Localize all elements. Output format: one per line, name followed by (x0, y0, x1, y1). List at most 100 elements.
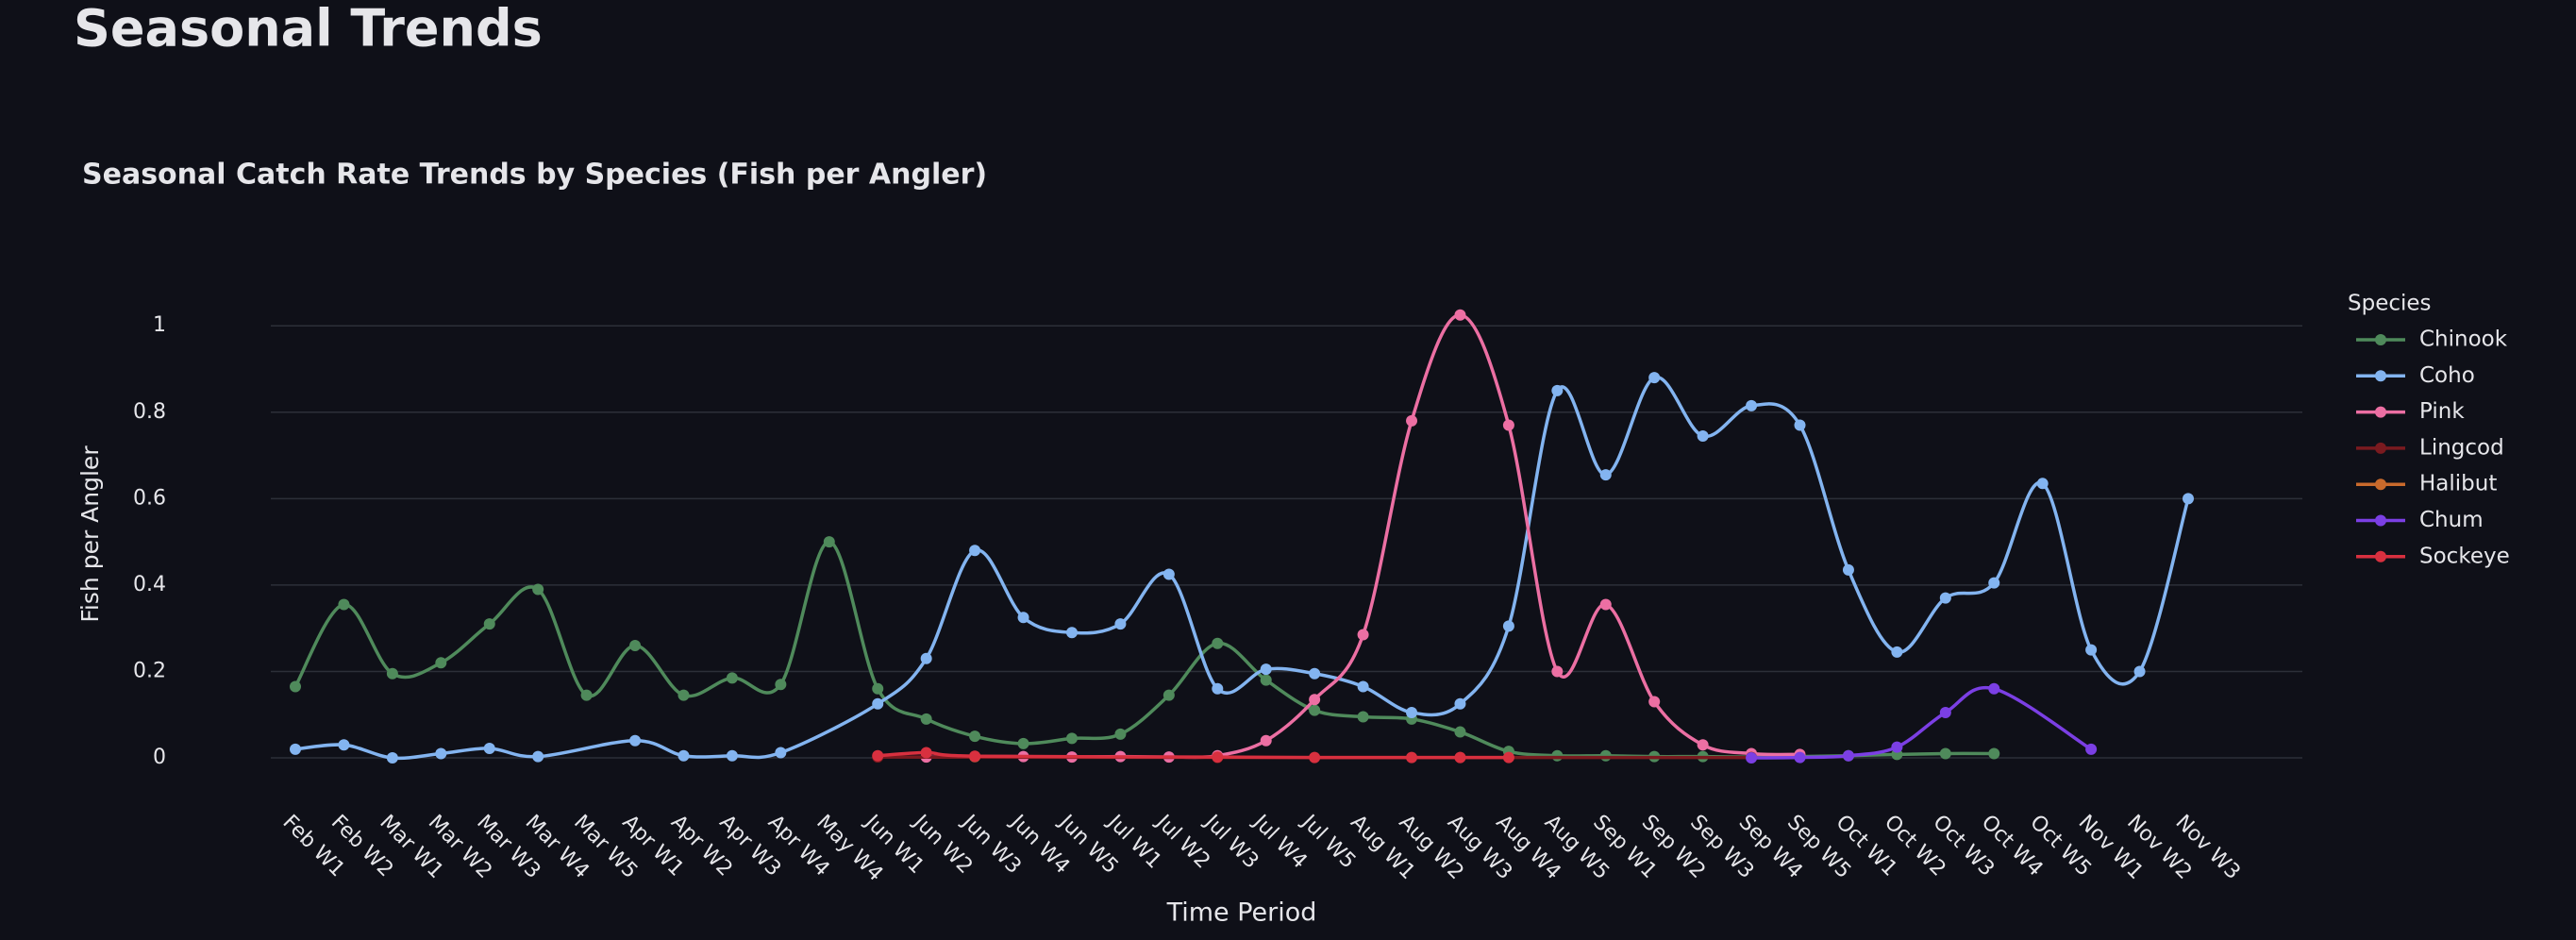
data-point (483, 618, 495, 630)
data-point (726, 672, 738, 684)
data-point (483, 742, 495, 754)
data-point (290, 743, 301, 755)
data-point (1309, 704, 1321, 716)
series-line (293, 540, 1995, 759)
data-point (2085, 743, 2098, 755)
data-point (1309, 694, 1321, 706)
data-point (1357, 680, 1369, 693)
data-point (872, 682, 884, 695)
data-point (2036, 478, 2049, 490)
data-point (1939, 706, 1951, 718)
data-point (338, 598, 350, 611)
legend-marker (2375, 442, 2386, 454)
data-point (1406, 751, 1418, 764)
data-point (1502, 751, 1514, 764)
x-tick-label: Jul W2 (1150, 809, 1214, 873)
data-point (435, 657, 447, 669)
data-point (969, 750, 981, 763)
data-point (1017, 612, 1029, 624)
data-point (1017, 737, 1029, 749)
data-point (1697, 739, 1709, 751)
data-point (1599, 749, 1612, 762)
data-point (1599, 469, 1612, 481)
data-point (1309, 667, 1321, 680)
legend-marker (2375, 550, 2386, 562)
data-point (1599, 598, 1612, 611)
data-point (1454, 751, 1466, 764)
legend-marker (2375, 334, 2386, 345)
x-tick-label: Jul W4 (1247, 809, 1312, 873)
data-point (872, 749, 884, 762)
legend-marker (2375, 406, 2386, 418)
data-point (1551, 749, 1564, 762)
data-point (872, 697, 884, 710)
data-point (532, 583, 544, 596)
data-point (1357, 711, 1369, 723)
data-point (1502, 620, 1514, 632)
data-point (1794, 419, 1806, 431)
data-point (435, 747, 447, 760)
data-point (2183, 493, 2194, 505)
legend-label: Halibut (2419, 472, 2497, 496)
legend-label: Sockeye (2419, 544, 2510, 568)
data-point (920, 713, 932, 725)
data-point (629, 639, 642, 651)
data-point (386, 667, 398, 680)
legend-label: Coho (2419, 363, 2475, 388)
legend-marker (2375, 370, 2386, 382)
legend-label: Chum (2419, 508, 2484, 532)
y-tick-label: 0.8 (133, 400, 166, 424)
legend-marker (2375, 478, 2386, 491)
data-point (1746, 752, 1758, 764)
data-point (1309, 751, 1321, 764)
data-point (1212, 682, 1224, 695)
data-point (629, 734, 642, 747)
legend-marker (2375, 514, 2386, 527)
data-point (2133, 665, 2146, 678)
y-axis-title: Fish per Angler (76, 445, 104, 623)
data-point (1842, 563, 1854, 576)
series-line (294, 376, 2190, 761)
data-point (1891, 646, 1903, 658)
data-point (1260, 674, 1272, 686)
data-point (969, 730, 981, 743)
data-point (1114, 618, 1127, 630)
data-point (775, 679, 787, 691)
data-point (1260, 734, 1272, 747)
data-point (1357, 629, 1369, 641)
data-point (2085, 644, 2098, 656)
data-point (1648, 372, 1661, 384)
data-point (677, 749, 690, 762)
data-point (823, 536, 835, 548)
data-point (1454, 697, 1466, 710)
data-point (1406, 706, 1418, 718)
data-point (1065, 732, 1078, 745)
data-point (1939, 747, 1951, 760)
x-tick-label: Jul W5 (1296, 809, 1360, 873)
data-point (338, 739, 350, 751)
page-title: Seasonal Trends (74, 0, 543, 59)
data-point (1988, 682, 2000, 695)
data-point (1988, 577, 2000, 589)
series-line (878, 750, 1509, 760)
data-point (726, 749, 738, 762)
data-point (1163, 568, 1175, 580)
data-point (1406, 414, 1418, 427)
legend-label: Pink (2419, 399, 2465, 424)
data-point (532, 750, 544, 763)
legend-label: Chinook (2419, 327, 2508, 352)
data-point (1260, 663, 1272, 676)
data-point (1891, 741, 1903, 753)
data-point (1746, 399, 1758, 411)
data-point (920, 747, 932, 759)
data-point (1551, 665, 1564, 678)
data-point (920, 652, 932, 664)
y-tick-label: 0 (153, 746, 166, 769)
data-point (580, 689, 593, 701)
data-point (1939, 592, 1951, 604)
data-point (1065, 627, 1078, 639)
data-point (1114, 728, 1127, 740)
data-point (775, 747, 787, 759)
y-tick-label: 1 (153, 313, 166, 337)
